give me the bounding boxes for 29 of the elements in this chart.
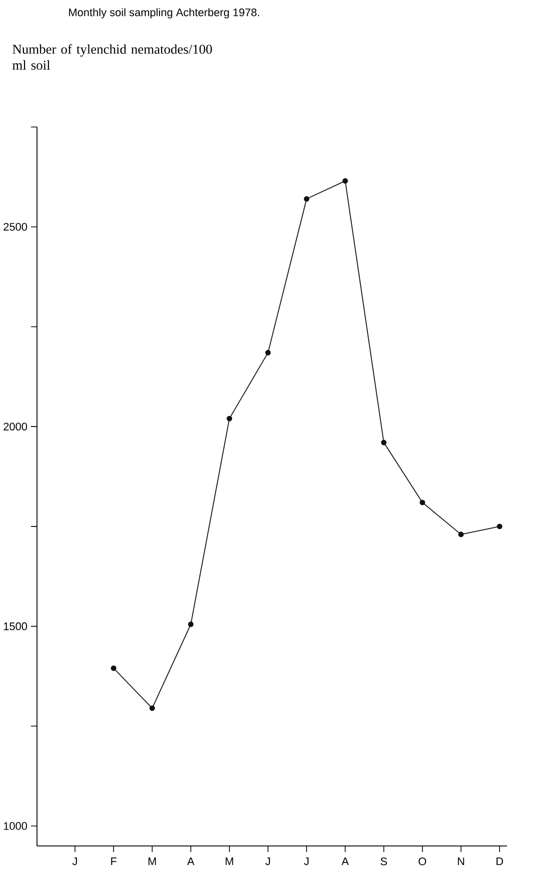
- point: [342, 178, 348, 184]
- point: [420, 500, 426, 506]
- x-tick-label: S: [380, 858, 387, 866]
- x-tick-label: J: [265, 858, 270, 866]
- point: [458, 532, 464, 538]
- chart-title: Monthly soil sampling Achterberg 1978.: [69, 8, 260, 18]
- point: [304, 196, 310, 202]
- x-tick-label: M: [148, 858, 156, 866]
- x-tick-label: J: [304, 858, 309, 866]
- point: [188, 622, 194, 628]
- point: [496, 524, 502, 530]
- y-tick-label: 2000: [4, 422, 28, 430]
- point: [110, 666, 116, 671]
- y-tick-label: 1500: [4, 622, 28, 630]
- x-tick-label: M: [226, 858, 234, 866]
- point: [381, 440, 387, 446]
- y-tick-label: 1000: [4, 822, 28, 830]
- x-tick-label: N: [458, 858, 464, 866]
- point: [226, 416, 232, 422]
- x-tick-label: A: [342, 858, 349, 866]
- point: [149, 705, 155, 711]
- x-tick-label: F: [111, 858, 117, 866]
- x-tick-label: D: [496, 858, 504, 866]
- y-tick-label: 2500: [4, 222, 28, 231]
- y-axis-title: Number of tylenchid nematodes/100 ml soil: [12, 44, 212, 70]
- x-tick-label: J: [72, 858, 77, 866]
- point: [265, 350, 271, 356]
- x-tick-label: O: [418, 858, 426, 866]
- x-tick-label: A: [187, 858, 194, 866]
